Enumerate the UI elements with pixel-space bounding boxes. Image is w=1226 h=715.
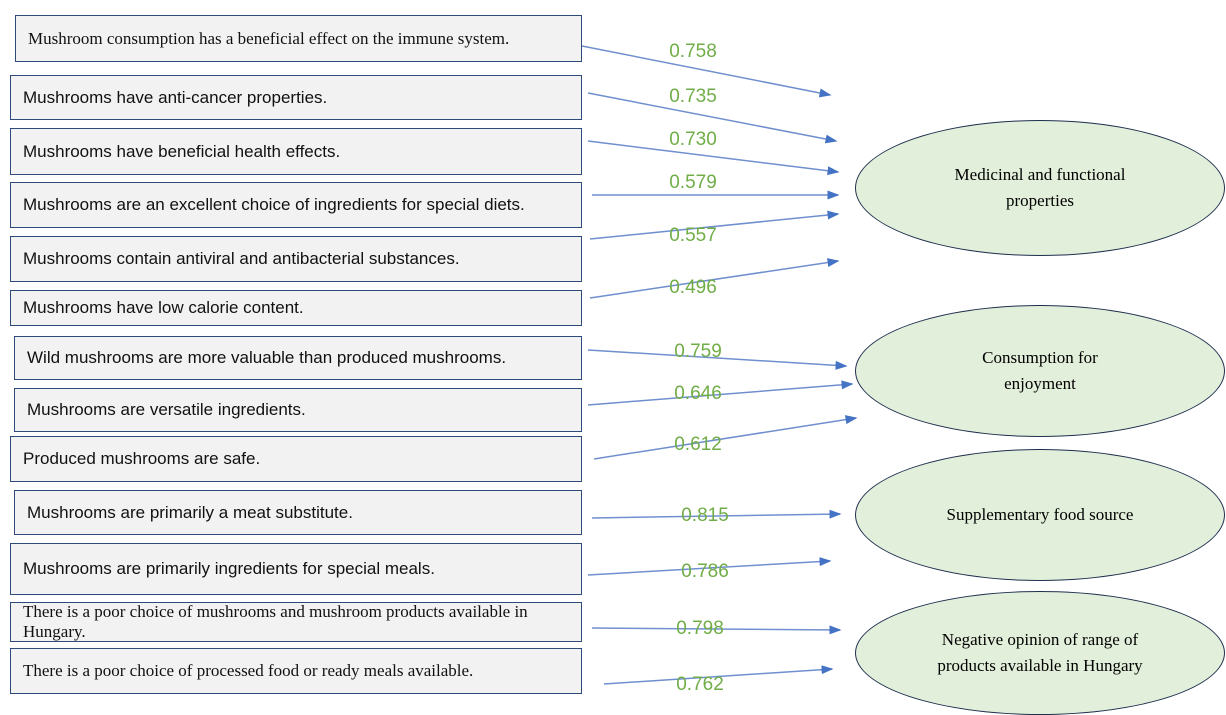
loading-label: 0.798 [676, 618, 724, 639]
arrow [587, 380, 854, 406]
factor-label: Negative opinion of range of products av… [937, 630, 1143, 675]
arrow [591, 509, 842, 519]
loading-label: 0.730 [669, 129, 717, 150]
item-box: Mushrooms are primarily a meat substitut… [14, 490, 582, 535]
loading-label: 0.786 [681, 561, 729, 582]
arrow [587, 140, 840, 176]
arrow [591, 625, 842, 635]
arrow [589, 258, 840, 299]
arrow [593, 415, 858, 460]
item-box: There is a poor choice of processed food… [10, 648, 582, 694]
arrow [589, 210, 840, 240]
item-box: Mushrooms are primarily ingredients for … [10, 543, 582, 595]
factor-label: Consumption for enjoyment [982, 348, 1098, 393]
factor-ellipse: Consumption for enjoyment [855, 305, 1225, 437]
loading-label: 0.612 [674, 434, 722, 455]
arrow [587, 349, 848, 370]
loading-label: 0.557 [669, 225, 717, 246]
arrow [587, 92, 838, 144]
factor-ellipse: Medicinal and functional properties [855, 120, 1225, 256]
arrow [587, 557, 832, 576]
loading-label: 0.758 [669, 41, 717, 62]
item-box: There is a poor choice of mushrooms and … [10, 602, 582, 642]
item-box: Mushrooms contain antiviral and antibact… [10, 236, 582, 282]
item-box: Mushrooms are an excellent choice of ing… [10, 182, 582, 228]
item-box: Mushrooms have anti-cancer properties. [10, 75, 582, 120]
item-box: Mushroom consumption has a beneficial ef… [15, 15, 582, 62]
item-box: Wild mushrooms are more valuable than pr… [14, 336, 582, 380]
loading-label: 0.646 [674, 383, 722, 404]
loading-label: 0.759 [674, 341, 722, 362]
factor-ellipse: Supplementary food source [855, 449, 1225, 581]
item-box: Mushrooms have beneficial health effects… [10, 128, 582, 175]
factor-ellipse: Negative opinion of range of products av… [855, 591, 1225, 715]
arrow [581, 45, 832, 98]
loading-label: 0.735 [669, 86, 717, 107]
item-box: Produced mushrooms are safe. [10, 436, 582, 482]
factor-label: Supplementary food source [946, 505, 1134, 524]
item-box: Mushrooms have low calorie content. [10, 290, 582, 326]
loading-label: 0.762 [676, 674, 724, 695]
loading-label: 0.496 [669, 277, 717, 298]
loading-label: 0.815 [681, 505, 729, 526]
arrow [603, 665, 834, 685]
factor-label: Medicinal and functional properties [954, 165, 1126, 210]
item-box: Mushrooms are versatile ingredients. [14, 388, 582, 432]
loading-label: 0.579 [669, 172, 717, 193]
